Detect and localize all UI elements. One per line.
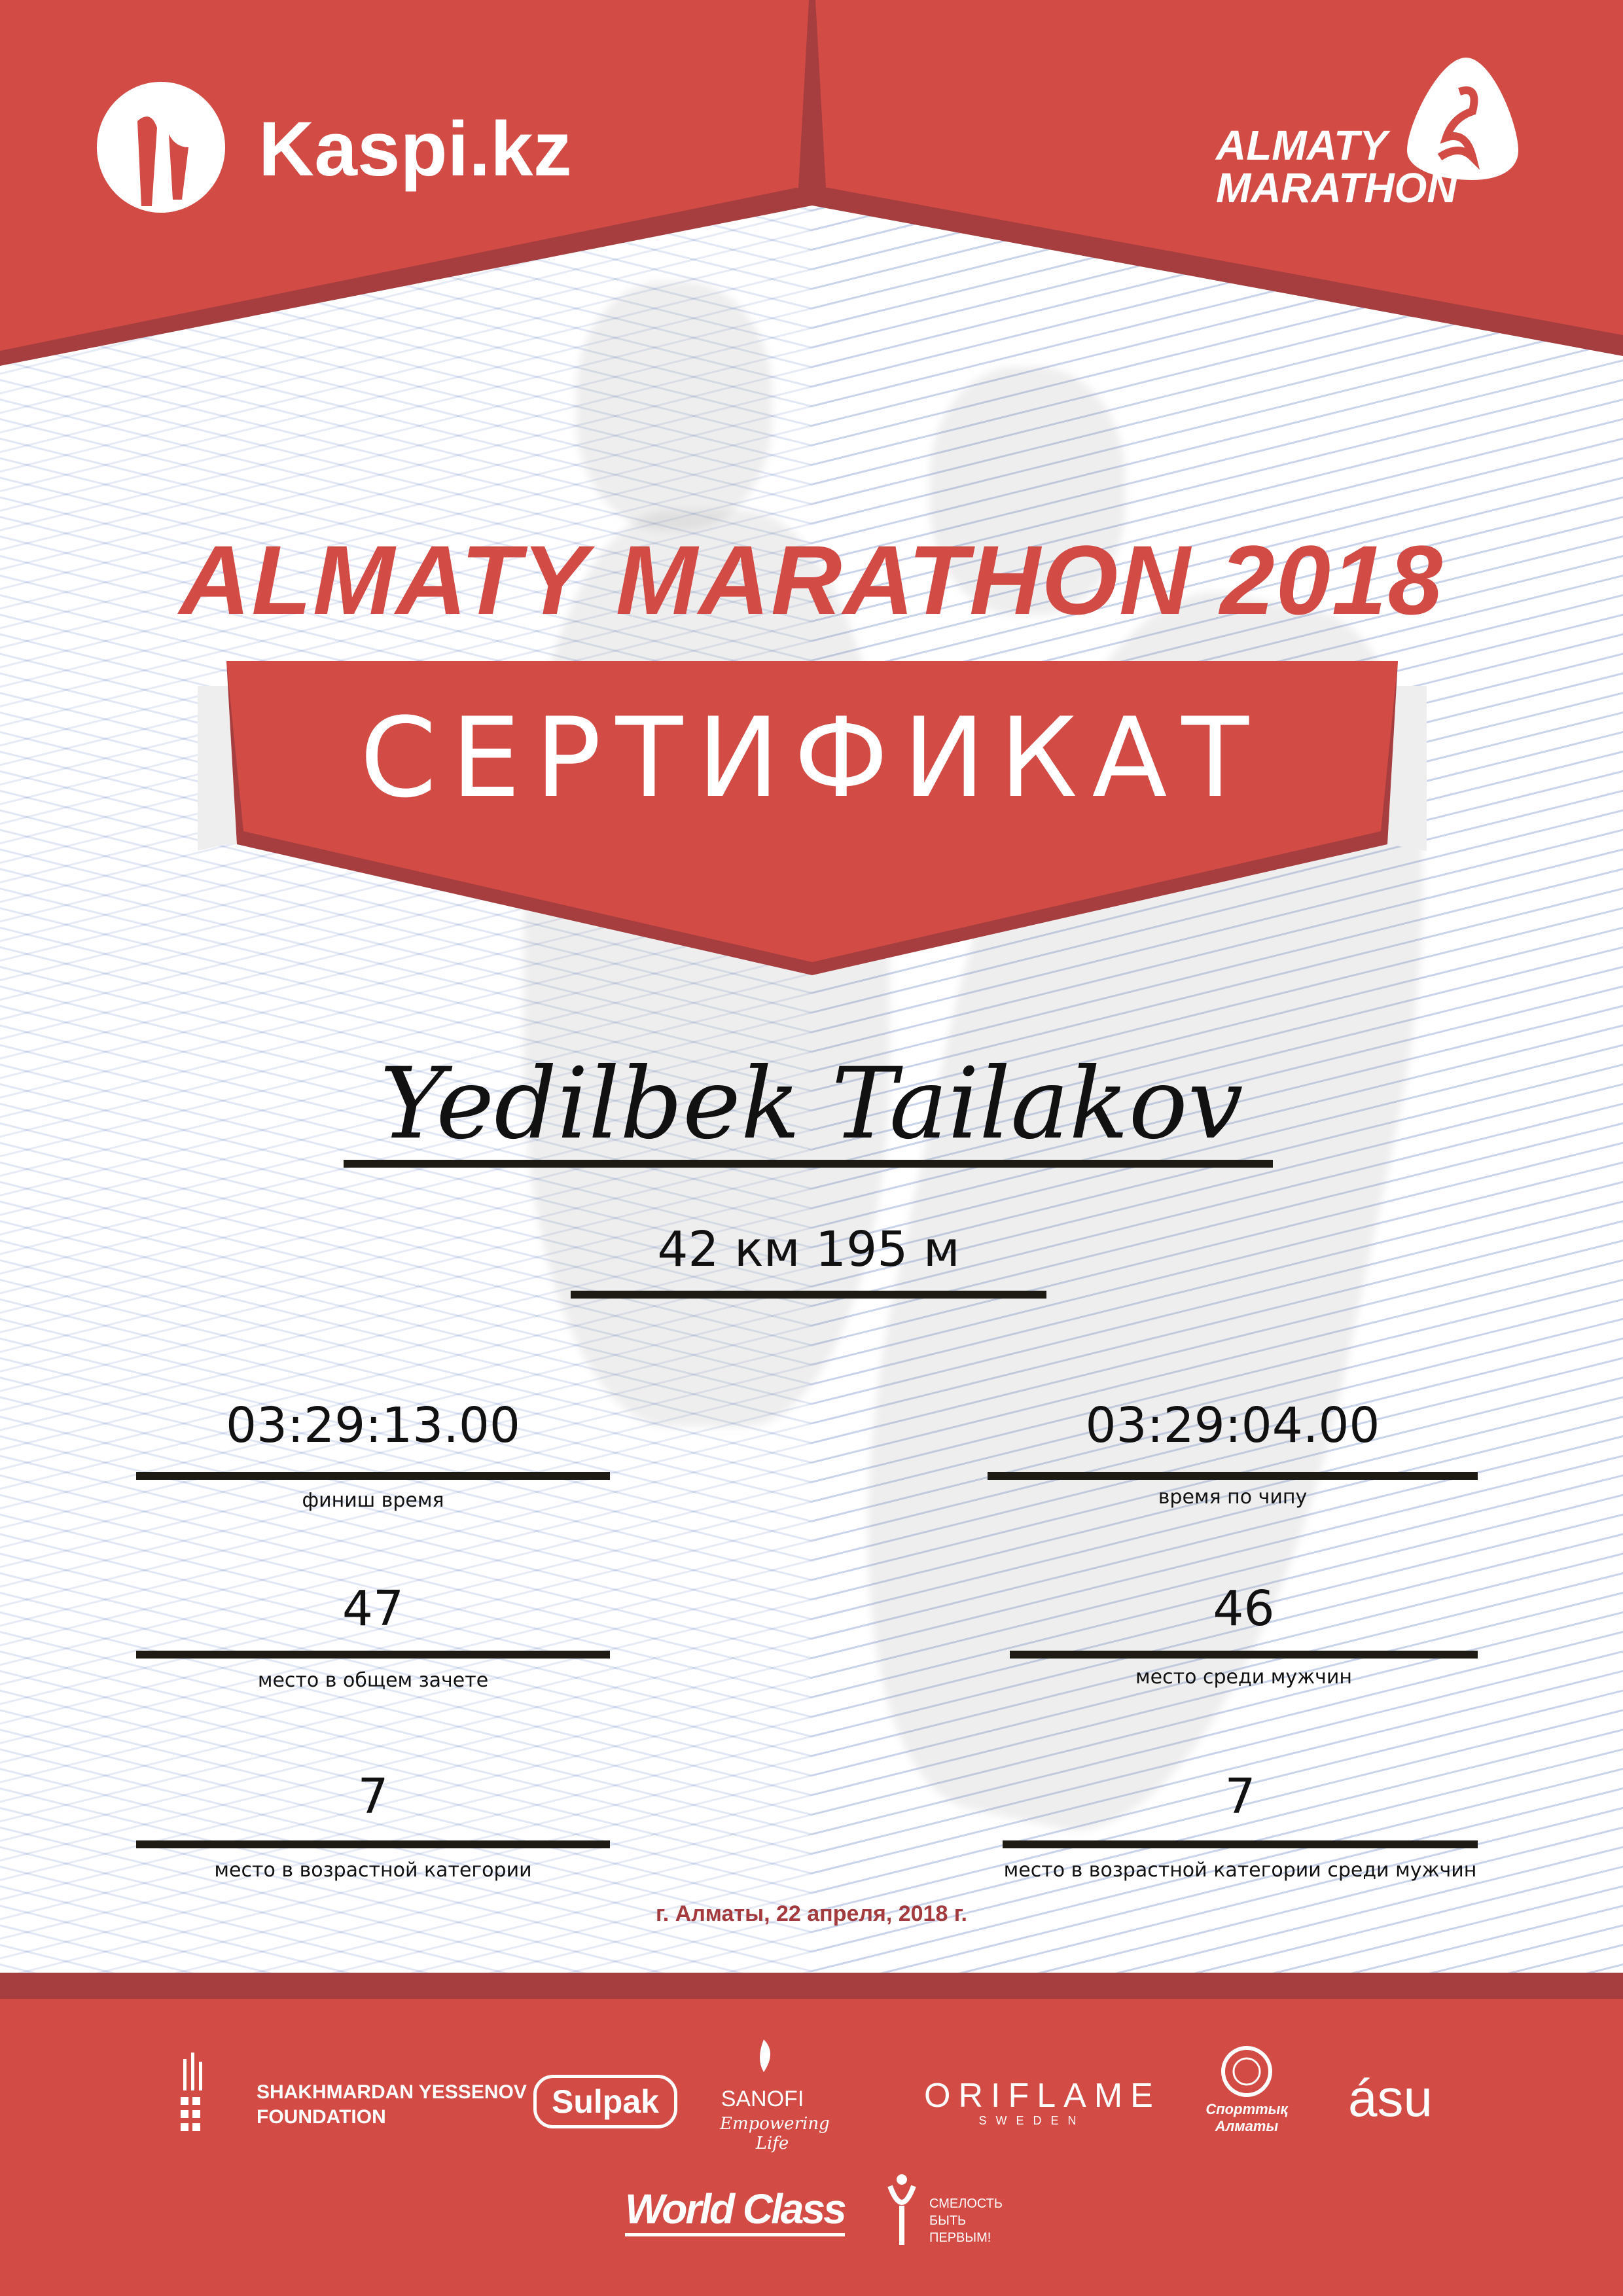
almaty-marathon-logo-icon bbox=[1407, 58, 1518, 180]
participant-name: Yedilbek Tailakov bbox=[380, 1047, 1243, 1161]
chip-time-underline bbox=[988, 1472, 1478, 1480]
fund-slogan-line1: СМЕЛОСТЬ bbox=[929, 2197, 1003, 2211]
yessenov-foundation-icon bbox=[181, 2053, 202, 2131]
kaspi-logo-icon bbox=[97, 82, 225, 213]
sport-almaty-emblem-icon bbox=[1221, 2046, 1272, 2097]
oriflame-logo: ORIFLAME bbox=[924, 2077, 1161, 2115]
chip-time-value: 03:29:04.00 bbox=[1085, 1397, 1380, 1454]
age-place-label: место в возрастной категории bbox=[214, 1859, 532, 1882]
footer-stripe bbox=[0, 1973, 1623, 1999]
age-place-value: 7 bbox=[357, 1768, 389, 1825]
age-male-place-label: место в возрастной категории среди мужчи… bbox=[1003, 1859, 1477, 1882]
fund-slogan-line2: БЫТЬ bbox=[929, 2214, 967, 2228]
age-male-place-value: 7 bbox=[1224, 1768, 1256, 1825]
asu-logo: ásu bbox=[1348, 2069, 1433, 2127]
name-underline bbox=[344, 1160, 1273, 1168]
sponsors-footer bbox=[0, 1999, 1623, 2296]
kaspi-logo-text: Kaspi.kz bbox=[259, 106, 572, 192]
almaty-marathon-logo-line2: MARATHON bbox=[1216, 164, 1457, 211]
almaty-marathon-logo-line1: ALMATY bbox=[1216, 122, 1387, 169]
finish-time-underline bbox=[136, 1472, 610, 1480]
yessenov-foundation-line1: SHAKHMARDAN YESSENOV bbox=[257, 2081, 527, 2103]
sport-almaty-logo: Спорттық Алматы bbox=[1205, 2101, 1288, 2134]
age-male-place-underline bbox=[1003, 1840, 1478, 1848]
oriflame-subtitle: SWEDEN bbox=[978, 2114, 1086, 2127]
overall-place-underline bbox=[136, 1651, 610, 1659]
sulpak-logo: Sulpak bbox=[533, 2075, 677, 2128]
sanofi-bird-icon bbox=[760, 2039, 770, 2072]
male-place-label: место среди мужчин bbox=[1135, 1666, 1352, 1689]
overall-place-label: место в общем зачете bbox=[257, 1669, 489, 1692]
fund-figure-icon bbox=[887, 2174, 916, 2245]
distance-underline bbox=[571, 1291, 1046, 1299]
certificate-heading: СЕРТИФИКАТ bbox=[359, 694, 1264, 822]
chip-time-label: время по чипу bbox=[1158, 1486, 1308, 1509]
date-place: г. Алматы, 22 апреля, 2018 г. bbox=[656, 1901, 967, 1926]
header-banner bbox=[0, 0, 1623, 366]
finish-time-value: 03:29:13.00 bbox=[225, 1397, 521, 1454]
runner-photo-woman bbox=[929, 367, 1126, 615]
male-place-underline bbox=[1010, 1651, 1478, 1659]
world-class-logo: World Class bbox=[625, 2185, 847, 2236]
yessenov-foundation-line2: FOUNDATION bbox=[257, 2106, 386, 2128]
sanofi-logo: SANOFI bbox=[721, 2087, 804, 2111]
age-place-underline bbox=[136, 1840, 610, 1848]
certificate-ribbon bbox=[198, 661, 1427, 975]
sanofi-tagline: Empowering Life bbox=[720, 2114, 830, 2153]
distance: 42 км 195 м bbox=[657, 1221, 960, 1278]
male-place-value: 46 bbox=[1213, 1581, 1275, 1637]
event-title: ALMATY MARATHON 2018 bbox=[179, 525, 1444, 635]
runner-photo-man bbox=[576, 281, 772, 530]
fund-slogan-line3: ПЕРВЫМ! bbox=[929, 2231, 991, 2245]
overall-place-value: 47 bbox=[342, 1581, 404, 1637]
background-pattern-overlay bbox=[0, 0, 812, 2296]
finish-time-label: финиш время bbox=[302, 1489, 444, 1512]
